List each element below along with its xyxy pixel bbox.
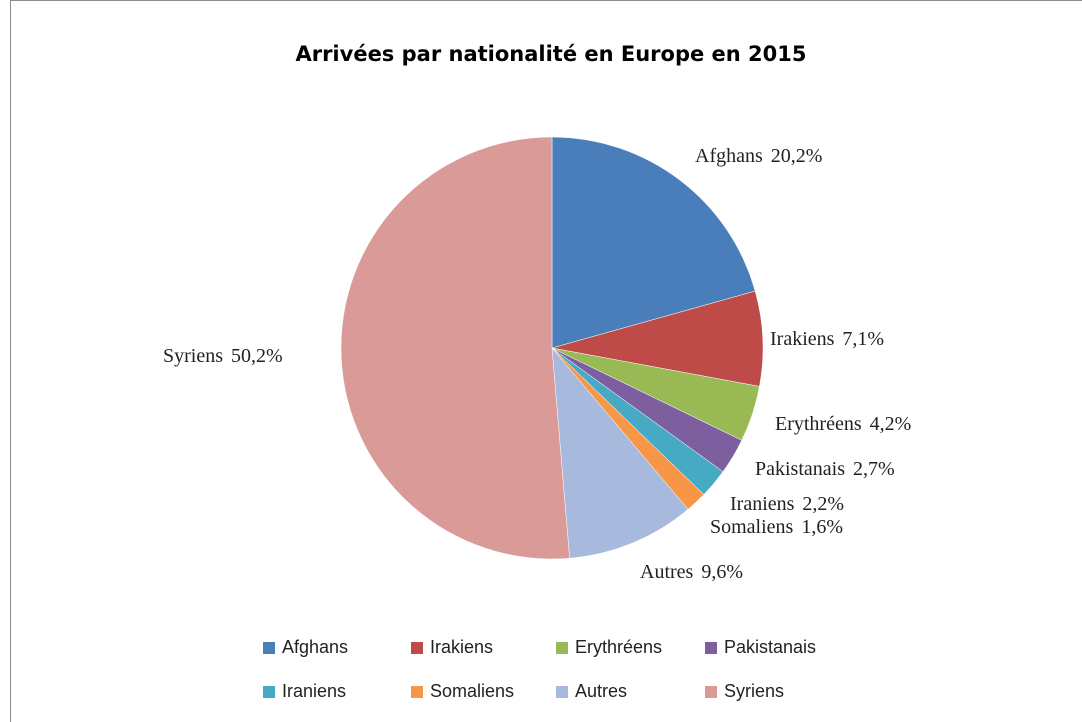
legend-label: Autres [575, 681, 627, 701]
data-label-value: 2,7% [853, 458, 895, 480]
chart-title: Arrivées par nationalité en Europe en 20… [295, 42, 806, 66]
data-label: Erythréens 4,2% [775, 413, 911, 435]
pie-slice [340, 136, 570, 560]
legend-swatch [263, 642, 275, 654]
data-label-value: 4,2% [870, 413, 912, 435]
data-label-name: Somaliens [710, 516, 794, 538]
data-label-name: Autres [640, 561, 694, 583]
data-label-name: Syriens [163, 345, 223, 367]
legend-swatch [705, 642, 717, 654]
data-label: Autres 9,6% [640, 561, 743, 583]
data-label-value: 20,2% [771, 145, 823, 167]
legend-swatch [411, 642, 423, 654]
data-label-value: 7,1% [842, 328, 884, 350]
data-label-value: 2,2% [802, 493, 844, 515]
legend-swatch [411, 686, 423, 698]
data-label-name: Irakiens [770, 328, 835, 350]
data-label: Pakistanais 2,7% [755, 458, 895, 480]
data-label-value: 50,2% [231, 345, 283, 367]
data-label-value: 1,6% [801, 516, 843, 538]
legend-swatch [556, 642, 568, 654]
pie-slice [551, 136, 756, 349]
data-label: Syriens 50,2% [163, 345, 283, 367]
data-label-value: 9,6% [701, 561, 743, 583]
legend-label: Syriens [724, 681, 784, 701]
legend-label: Iraniens [282, 681, 346, 701]
data-label: Afghans 20,2% [695, 145, 822, 167]
data-label: Irakiens 7,1% [770, 328, 884, 350]
pie-slice [551, 347, 689, 559]
legend-label: Somaliens [430, 681, 514, 701]
legend-swatch [556, 686, 568, 698]
data-label-name: Pakistanais [755, 458, 845, 480]
legend-label: Afghans [282, 637, 348, 657]
data-label: Iraniens 2,2% [730, 493, 844, 515]
legend-swatch [705, 686, 717, 698]
data-label-name: Erythréens [775, 413, 862, 435]
legend-label: Irakiens [430, 637, 493, 657]
legend-swatch [263, 686, 275, 698]
data-label-name: Iraniens [730, 493, 795, 515]
legend-label: Pakistanais [724, 637, 816, 657]
data-label-name: Afghans [695, 145, 763, 167]
legend-label: Erythréens [575, 637, 662, 657]
data-label: Somaliens 1,6% [710, 516, 843, 538]
